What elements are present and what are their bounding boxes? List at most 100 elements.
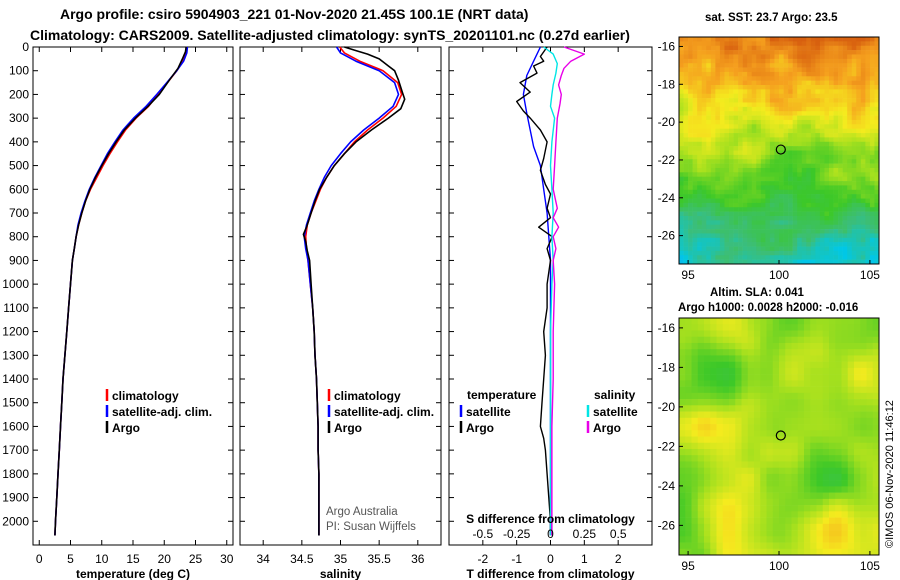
map-cell — [815, 111, 821, 116]
map-cell — [822, 511, 830, 518]
map-cell — [860, 492, 867, 500]
map-cell — [816, 536, 824, 543]
map-cell — [797, 336, 805, 344]
map-cell — [869, 115, 875, 121]
map-cell — [679, 45, 684, 51]
map-cell — [815, 198, 821, 204]
map-cell — [751, 41, 757, 47]
map-cell — [847, 119, 853, 125]
map-cell — [679, 424, 686, 431]
map-cell — [735, 486, 742, 493]
map-cell — [683, 71, 689, 77]
map-cell — [760, 159, 766, 164]
map-cell — [738, 41, 743, 47]
map-cell — [792, 207, 798, 212]
map-cell — [754, 455, 761, 462]
map-cell — [679, 150, 684, 156]
map-cell — [792, 233, 798, 239]
map-cell — [715, 124, 721, 129]
map-cell — [804, 511, 811, 518]
map-cell — [760, 498, 767, 506]
map-cell — [866, 498, 874, 506]
map-cell — [724, 63, 730, 68]
map-cell — [797, 119, 803, 125]
map-cell — [742, 194, 748, 199]
map-cell — [829, 330, 836, 338]
map-cell — [819, 233, 825, 239]
map-cell — [797, 63, 803, 68]
map-cell — [692, 41, 698, 47]
map-cell — [810, 163, 816, 169]
map-cell — [847, 181, 853, 186]
map-cell — [783, 237, 789, 243]
map-cell — [779, 342, 786, 350]
map-cell — [824, 93, 830, 99]
map-cell — [683, 41, 689, 47]
map-cell — [866, 318, 874, 325]
map-cell — [860, 159, 866, 164]
map-cell — [792, 106, 798, 112]
map-cell — [791, 511, 799, 518]
map-cell — [801, 89, 807, 95]
map-cell — [774, 163, 780, 169]
map-cell — [779, 386, 786, 394]
map-cell — [865, 85, 871, 90]
map-cell — [710, 461, 717, 468]
map-cell — [729, 133, 734, 138]
map-cell — [760, 58, 766, 64]
map-cell — [704, 405, 711, 412]
map-cell — [842, 146, 848, 151]
map-cell — [869, 159, 875, 164]
map-cell — [710, 324, 717, 331]
map-cell — [691, 498, 699, 506]
map-cell — [751, 163, 757, 169]
map-cell — [765, 115, 771, 121]
map-cell — [729, 85, 734, 90]
map-cell — [741, 374, 749, 381]
map-cell — [841, 498, 849, 506]
map-cell — [851, 58, 857, 64]
map-cell — [704, 417, 711, 425]
map-cell — [679, 115, 684, 121]
map-cell — [754, 367, 761, 375]
map-cell — [801, 207, 807, 212]
map-cell — [691, 523, 699, 531]
map-cell — [851, 137, 857, 143]
map-cell — [801, 37, 807, 42]
map-cell — [729, 137, 734, 143]
map-cell — [838, 119, 843, 125]
map-cell — [779, 154, 784, 160]
map-cell — [847, 330, 855, 338]
map-cell — [804, 448, 811, 456]
map-cell — [679, 336, 686, 344]
map-cell — [683, 128, 689, 134]
map-cell — [829, 367, 836, 375]
map-cell — [779, 237, 784, 243]
map-cell — [697, 233, 703, 239]
map-cell — [797, 473, 805, 481]
map-cell — [766, 442, 774, 450]
x-tick-label: 36 — [411, 552, 425, 566]
map-cell — [715, 58, 721, 64]
map-cell — [869, 63, 875, 68]
map-cell — [829, 255, 834, 260]
map-cell — [815, 50, 821, 55]
map-cell — [835, 411, 842, 419]
map-cell — [735, 436, 742, 444]
map-cell — [824, 167, 830, 173]
map-cell — [860, 361, 867, 369]
map-cell — [692, 159, 698, 164]
map-cell — [833, 233, 839, 239]
map-cell — [715, 141, 721, 147]
map-cell — [856, 67, 862, 73]
map-cell — [829, 185, 834, 191]
map-cell — [829, 461, 836, 468]
map-cell — [797, 215, 803, 221]
map-cell — [869, 154, 875, 160]
map-cell — [841, 417, 849, 425]
map-cell — [829, 119, 834, 125]
map-cell — [715, 119, 721, 125]
map-cell — [765, 98, 771, 103]
secondary-x-tick-label: 0.25 — [573, 527, 597, 541]
map-cell — [716, 448, 724, 456]
